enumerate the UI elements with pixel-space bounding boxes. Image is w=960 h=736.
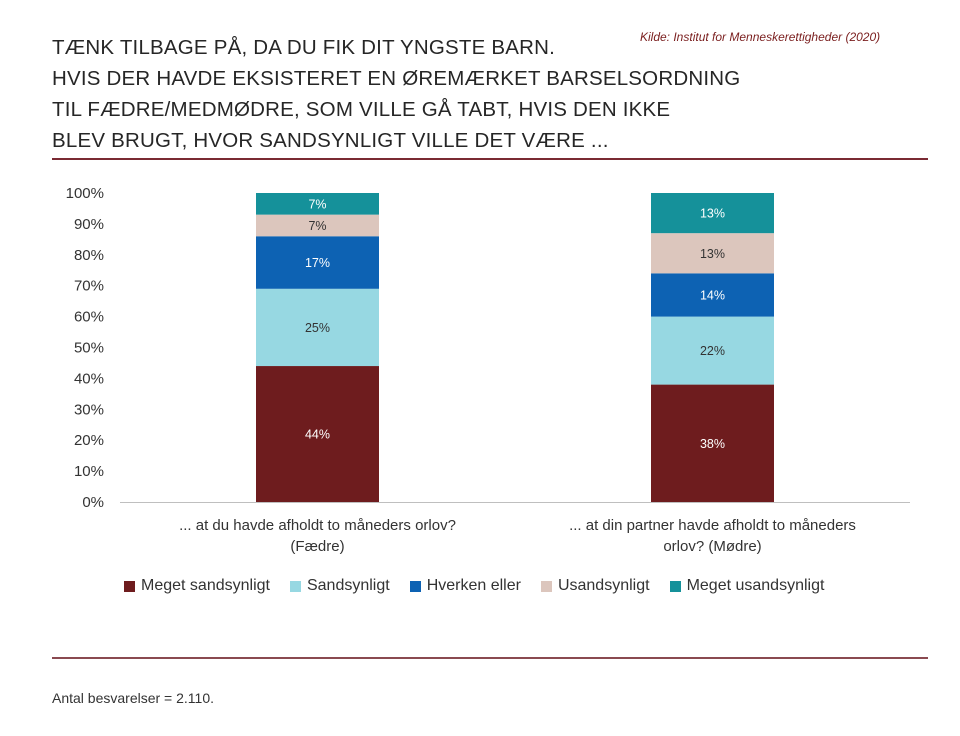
bar-segment bbox=[651, 193, 774, 234]
chart-legend: Meget sandsynligt Sandsynligt Hverken elle… bbox=[124, 577, 824, 595]
y-tick-label: 10% bbox=[74, 463, 104, 480]
y-tick-label: 20% bbox=[74, 432, 104, 449]
data-label: 7% bbox=[308, 219, 326, 233]
title-line-3: TIL FÆDRE/MEDMØDRE, SOM VILLE GÅ TABT, H… bbox=[52, 98, 671, 121]
y-tick-label: 80% bbox=[74, 247, 104, 264]
x-category-label: orlov? (Mødre) bbox=[663, 538, 761, 555]
y-tick-label: 30% bbox=[74, 401, 104, 418]
data-label: 7% bbox=[308, 197, 326, 211]
chart-title: TÆNK TILBAGE PÅ, DA DU FIK DIT YNGSTE BA… bbox=[52, 32, 852, 156]
legend-swatch bbox=[540, 580, 552, 592]
data-label: 22% bbox=[700, 344, 725, 358]
legend-item: Meget usandsynligt bbox=[669, 577, 825, 595]
bar-segment bbox=[256, 214, 379, 237]
legend-label: Meget sandsynligt bbox=[141, 577, 270, 594]
bar-segment bbox=[256, 236, 379, 289]
data-label: 44% bbox=[305, 428, 330, 442]
y-tick-label: 50% bbox=[74, 340, 104, 357]
x-category-label: ... at du havde afholdt to måneders orlo… bbox=[179, 517, 456, 534]
legend-swatch bbox=[409, 580, 421, 592]
footer-divider bbox=[52, 657, 928, 659]
title-line-2: HVIS DER HAVDE EKSISTERET EN ØREMÆRKET B… bbox=[52, 67, 741, 90]
legend-swatch bbox=[669, 580, 681, 592]
bar-segment bbox=[651, 273, 774, 317]
bar-segment bbox=[256, 366, 379, 502]
data-label: 13% bbox=[700, 207, 725, 221]
legend-swatch bbox=[289, 580, 301, 592]
legend-label: Hverken eller bbox=[426, 577, 521, 594]
x-category-label: (Fædre) bbox=[290, 538, 344, 555]
legend-label: Meget usandsynligt bbox=[686, 577, 825, 594]
legend-item: Meget sandsynligt bbox=[124, 577, 270, 595]
y-tick-label: 90% bbox=[74, 216, 104, 233]
data-label: 38% bbox=[700, 437, 725, 451]
title-line-1: TÆNK TILBAGE PÅ, DA DU FIK DIT YNGSTE BA… bbox=[52, 36, 555, 59]
legend-swatch bbox=[124, 580, 135, 592]
x-category-label: ... at din partner havde afholdt to måne… bbox=[569, 517, 856, 534]
y-tick-label: 70% bbox=[74, 278, 104, 295]
y-tick-label: 40% bbox=[74, 370, 104, 387]
bar-segment bbox=[651, 233, 774, 274]
bar-segment bbox=[256, 288, 379, 367]
legend-item: Usandsynligt bbox=[540, 577, 650, 595]
title-divider bbox=[52, 158, 928, 160]
source-note: Kilde: Institut for Menneskerettigheder … bbox=[640, 30, 881, 44]
bar-segment bbox=[651, 316, 774, 385]
bar-segment bbox=[256, 193, 379, 215]
data-label: 13% bbox=[700, 247, 725, 261]
legend-label: Usandsynligt bbox=[557, 577, 650, 594]
data-label: 25% bbox=[305, 321, 330, 335]
legend-label: Sandsynligt bbox=[306, 577, 390, 594]
title-line-4: BLEV BRUGT, HVOR SANDSYNLIGT VILLE DET V… bbox=[52, 129, 609, 152]
response-count-note: Antal besvarelser = 2.110. bbox=[52, 690, 215, 706]
y-tick-label: 0% bbox=[82, 494, 104, 511]
legend-item: Hverken eller bbox=[409, 577, 521, 595]
y-tick-label: 60% bbox=[74, 309, 104, 326]
bar-segment bbox=[651, 384, 774, 502]
y-tick-label: 100% bbox=[66, 185, 104, 202]
data-label: 17% bbox=[305, 256, 330, 270]
legend-item: Sandsynligt bbox=[289, 577, 390, 595]
data-label: 14% bbox=[700, 288, 725, 302]
